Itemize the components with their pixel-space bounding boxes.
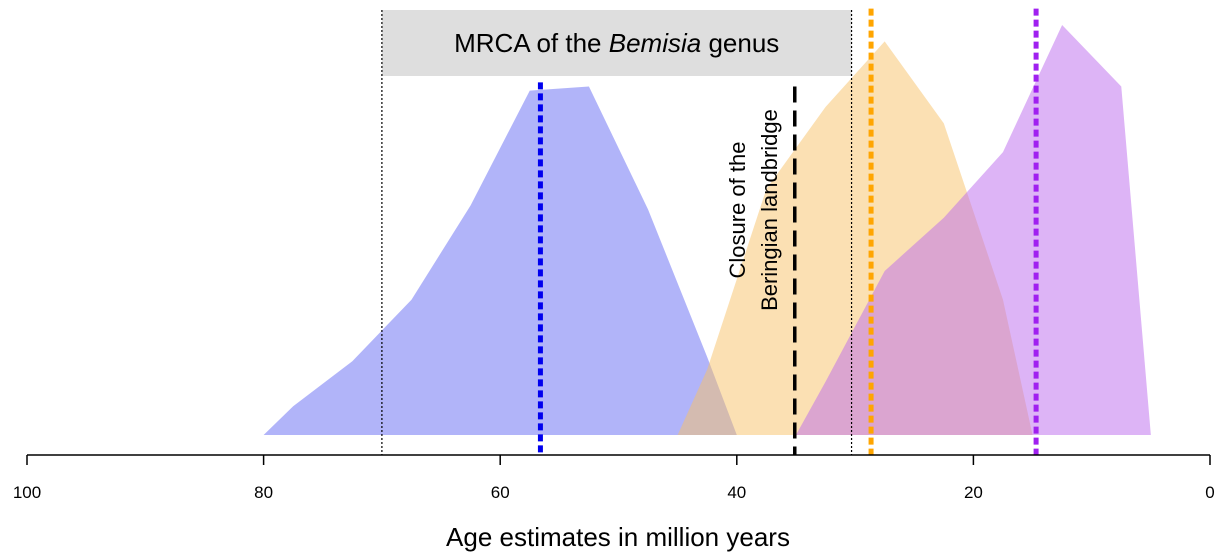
x-tick-label: 40: [727, 483, 746, 502]
x-tick-label: 60: [491, 483, 510, 502]
x-tick-label: 20: [964, 483, 983, 502]
bracket-label-part: genus: [701, 28, 779, 58]
x-tick-label: 100: [13, 483, 41, 502]
x-tick-label: 0: [1205, 483, 1214, 502]
x-axis-label: Age estimates in million years: [446, 522, 790, 552]
x-tick-label: 80: [254, 483, 273, 502]
density-area: [795, 25, 1151, 435]
bracket-label: MRCA of the Bemisia genus: [454, 28, 779, 58]
annotation: Closure of the: [725, 142, 750, 279]
bracket-box: [381, 10, 852, 76]
density-area: [263, 86, 737, 435]
bracket-label-part: MRCA of the: [454, 28, 609, 58]
annotation: Beringian landbridge: [757, 109, 782, 311]
bracket-label-part: Bemisia: [609, 28, 701, 58]
